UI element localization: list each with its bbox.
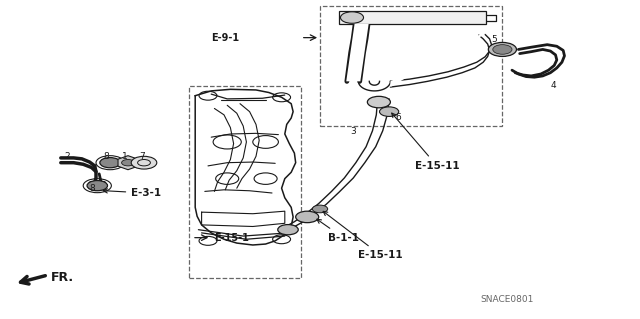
Circle shape <box>493 45 512 54</box>
Bar <box>320 6 502 126</box>
Text: 7: 7 <box>140 152 145 161</box>
Text: E-3-1: E-3-1 <box>103 188 161 198</box>
Polygon shape <box>118 156 138 170</box>
Bar <box>189 86 301 278</box>
Polygon shape <box>390 34 485 87</box>
Text: 8: 8 <box>90 184 95 193</box>
Text: 8: 8 <box>104 152 109 161</box>
Circle shape <box>122 160 134 166</box>
Text: FR.: FR. <box>51 271 74 284</box>
Text: 3: 3 <box>351 127 356 136</box>
Circle shape <box>380 107 399 116</box>
Text: 4: 4 <box>550 81 556 90</box>
Text: E-9-1: E-9-1 <box>211 33 239 43</box>
Text: E-15-1: E-15-1 <box>214 233 248 243</box>
Text: E-15-11: E-15-11 <box>323 211 403 260</box>
Circle shape <box>100 158 120 168</box>
Circle shape <box>88 181 106 190</box>
Text: 2: 2 <box>64 152 70 161</box>
Polygon shape <box>346 24 369 81</box>
Circle shape <box>87 181 108 191</box>
Text: SNACE0801: SNACE0801 <box>480 295 533 304</box>
Text: B-1-1: B-1-1 <box>317 219 358 243</box>
Circle shape <box>340 12 364 23</box>
Polygon shape <box>339 11 486 24</box>
Text: 1: 1 <box>122 152 127 161</box>
Circle shape <box>296 211 319 223</box>
Circle shape <box>278 225 298 235</box>
Text: E-15-11: E-15-11 <box>392 113 460 171</box>
Circle shape <box>488 42 516 56</box>
Text: 6: 6 <box>396 113 401 122</box>
Circle shape <box>131 156 157 169</box>
Circle shape <box>312 205 328 213</box>
Text: 5: 5 <box>492 35 497 44</box>
Circle shape <box>367 96 390 108</box>
